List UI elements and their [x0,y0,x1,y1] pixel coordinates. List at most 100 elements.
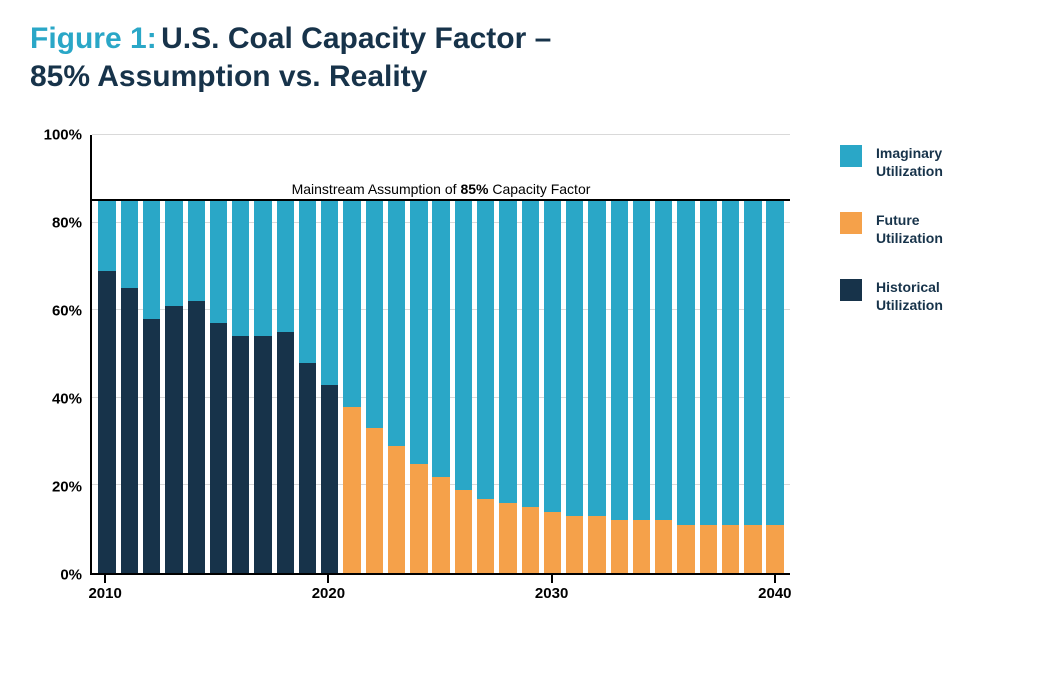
bar-segment-imaginary [254,201,271,337]
bar-segment-imaginary [410,201,427,464]
bar-segment-historical [188,301,205,573]
bar [321,201,338,573]
bar-segment-future [677,525,694,573]
bar [366,201,383,573]
figure-title-line-2: 85% Assumption vs. Reality [30,60,427,93]
bar-segment-future [366,428,383,573]
bar-segment-future [722,525,739,573]
legend-label: Future Utilization [876,212,986,247]
legend-item: Historical Utilization [840,279,986,314]
figure-label: Figure 1: [30,22,157,55]
legend-swatch [840,279,862,301]
legend-swatch [840,212,862,234]
x-axis-tick [774,575,776,583]
bar-segment-future [588,516,605,573]
bar-segment-future [655,520,672,573]
bar-segment-historical [321,385,338,573]
bar-segment-historical [165,306,182,573]
bar-segment-historical [232,336,249,573]
bar-segment-imaginary [455,201,472,490]
bar [477,201,494,573]
bar-segment-imaginary [611,201,628,521]
bar-segment-imaginary [566,201,583,516]
bar-segment-historical [254,336,271,573]
x-axis-label: 2020 [312,585,345,615]
bar-segment-imaginary [299,201,316,363]
bar [299,201,316,573]
figure-title-line-1: U.S. Coal Capacity Factor – [161,22,551,55]
bar-segment-future [343,407,360,573]
bar-segment-imaginary [165,201,182,306]
legend-label: Imaginary Utilization [876,145,986,180]
bar-segment-imaginary [544,201,561,512]
bar [544,201,561,573]
bar-segment-future [432,477,449,573]
bar-segment-imaginary [477,201,494,499]
bar-segment-imaginary [277,201,294,332]
bar [744,201,761,573]
x-axis-tick [327,575,329,583]
bar-segment-imaginary [321,201,338,385]
bar-segment-imaginary [143,201,160,319]
legend: Imaginary Utilization Future Utilization H… [840,135,986,346]
bar [121,201,138,573]
bar [499,201,516,573]
bar [143,201,160,573]
x-axis-tick [551,575,553,583]
bar [700,201,717,573]
bar-segment-imaginary [766,201,783,525]
bar-segment-future [477,499,494,573]
bar [343,201,360,573]
bar-segment-future [744,525,761,573]
bar-segment-future [766,525,783,573]
legend-item: Future Utilization [840,212,986,247]
y-axis-label: 0% [30,567,82,584]
chart-area: Mainstream Assumption of 85% Capacity Fa… [30,135,790,615]
bar-segment-future [388,446,405,573]
bar-segment-imaginary [388,201,405,446]
bar [633,201,650,573]
bar-segment-imaginary [210,201,227,324]
chart-wrap: Mainstream Assumption of 85% Capacity Fa… [30,135,1018,615]
bar [98,201,115,573]
bar-segment-imaginary [722,201,739,525]
bar [210,201,227,573]
bar-segment-historical [143,319,160,573]
bar-segment-future [611,520,628,573]
bar [232,201,249,573]
bar-segment-imaginary [188,201,205,302]
bar-segment-future [633,520,650,573]
bar-segment-imaginary [343,201,360,407]
bar-segment-future [700,525,717,573]
bar-segment-historical [98,271,115,573]
x-axis-label: 2030 [535,585,568,615]
bar [588,201,605,573]
bar [455,201,472,573]
legend-item: Imaginary Utilization [840,145,986,180]
bar [566,201,583,573]
bar-segment-historical [277,332,294,573]
bar [677,201,694,573]
bar-segment-future [544,512,561,573]
bar [165,201,182,573]
bar [254,201,271,573]
bar-segment-imaginary [232,201,249,337]
bar [655,201,672,573]
bar-segment-imaginary [744,201,761,525]
y-axis-label: 60% [30,303,82,320]
legend-swatch [840,145,862,167]
bar [388,201,405,573]
figure-title-block: Figure 1: U.S. Coal Capacity Factor – 85… [30,20,1018,95]
bar-segment-imaginary [499,201,516,503]
x-axis-tick [104,575,106,583]
legend-label: Historical Utilization [876,279,986,314]
bar [410,201,427,573]
x-axis-label: 2040 [758,585,791,615]
bar-segment-imaginary [522,201,539,508]
y-axis-label: 100% [30,127,82,144]
bar [432,201,449,573]
bar-segment-future [410,464,427,573]
bar-segment-imaginary [677,201,694,525]
bar-segment-historical [299,363,316,573]
bar-segment-imaginary [432,201,449,477]
